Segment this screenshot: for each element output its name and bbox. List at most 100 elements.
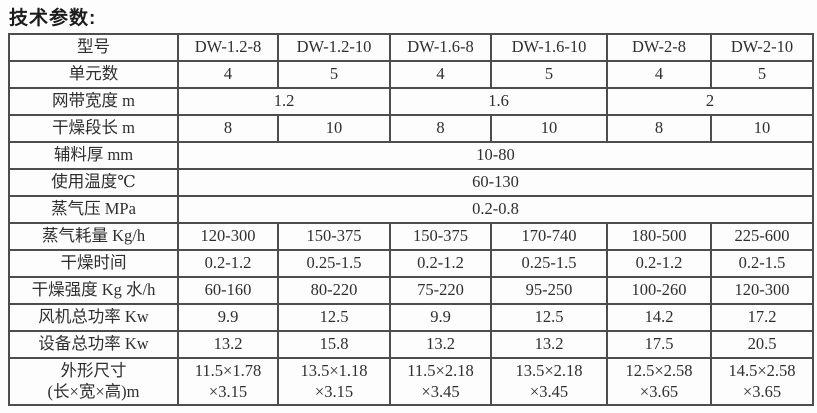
table-cell: 17.5 (606, 330, 712, 359)
table-cell: 4 (177, 60, 279, 89)
row-steam-pressure: 蒸气压 MPa 0.2-0.8 (8, 195, 814, 224)
dimension-line: ×3.15 (314, 381, 354, 401)
table-cell: 11.5×2.18 ×3.45 (389, 357, 492, 406)
dimension-line: 11.5×1.78 (194, 360, 262, 380)
table-cell: 12.5 (277, 303, 391, 332)
table-cell: 5 (277, 60, 391, 89)
dimension-line: 13.5×2.18 (515, 360, 583, 380)
row-label: 设备总功率 Kw (8, 330, 179, 359)
row-label: 网带宽度 m (8, 87, 179, 116)
table-cell: 225-600 (710, 222, 814, 251)
table-cell: 80-220 (277, 276, 391, 305)
table-cell: 15.8 (277, 330, 391, 359)
table-cell: 0.2-1.2 (606, 249, 712, 278)
table-cell: 14.2 (606, 303, 712, 332)
row-equipment-total-power: 设备总功率 Kw 13.2 15.8 13.2 13.2 17.5 20.5 (8, 330, 814, 359)
table-cell: 120-300 (710, 276, 814, 305)
table-cell: 0.25-1.5 (490, 249, 608, 278)
row-label: 风机总功率 Kw (8, 303, 179, 332)
table-cell: 120-300 (177, 222, 279, 251)
row-dimensions: 外形尺寸 (长×宽×高)m 11.5×1.78 ×3.15 13.5×1.18 … (8, 357, 814, 406)
page-title: 技术参数: (9, 8, 97, 29)
table-cell: 0.25-1.5 (277, 249, 391, 278)
column-header: DW-1.6-8 (389, 33, 492, 62)
dimension-line: ×3.45 (421, 381, 460, 401)
column-header: DW-1.6-10 (490, 33, 608, 62)
table-cell: 11.5×1.78 ×3.15 (177, 357, 279, 406)
table-cell: 9.9 (177, 303, 279, 332)
row-steam-consumption: 蒸气耗量 Kg/h 120-300 150-375 150-375 170-74… (8, 222, 814, 251)
table-cell: 170-740 (490, 222, 608, 251)
row-label: 干燥时间 (8, 249, 179, 278)
dimension-line: ×3.65 (742, 381, 782, 401)
row-drying-time: 干燥时间 0.2-1.2 0.25-1.5 0.2-1.2 0.25-1.5 0… (8, 249, 814, 278)
table-cell: 10 (277, 114, 391, 143)
dimension-line: ×3.65 (639, 381, 679, 401)
row-label-line: (长×宽×高)m (47, 381, 140, 401)
row-operating-temperature: 使用温度℃ 60-130 (8, 168, 814, 197)
table-cell: 13.5×1.18 ×3.15 (277, 357, 391, 406)
table-cell: 95-250 (490, 276, 608, 305)
row-drying-section-length: 干燥段长 m 8 10 8 10 8 10 (8, 114, 814, 143)
header-row: 型号 DW-1.2-8 DW-1.2-10 DW-1.6-8 DW-1.6-10… (8, 33, 814, 62)
table-cell: 8 (177, 114, 279, 143)
table-cell: 180-500 (606, 222, 712, 251)
table-cell: 14.5×2.58 ×3.65 (710, 357, 814, 406)
table-cell: 5 (490, 60, 608, 89)
row-label: 单元数 (8, 60, 179, 89)
row-fan-total-power: 风机总功率 Kw 9.9 12.5 9.9 12.5 14.2 17.2 (8, 303, 814, 332)
row-drying-intensity: 干燥强度 Kg 水/h 60-160 80-220 75-220 95-250 … (8, 276, 814, 305)
spec-table: 型号 DW-1.2-8 DW-1.2-10 DW-1.6-8 DW-1.6-10… (8, 33, 814, 406)
row-label: 辅料厚 mm (8, 141, 179, 170)
table-cell: 0.2-1.5 (710, 249, 814, 278)
row-unit-count: 单元数 4 5 4 5 4 5 (8, 60, 814, 89)
table-cell: 13.2 (389, 330, 492, 359)
dimension-line: ×3.45 (529, 381, 569, 401)
column-header: DW-1.2-10 (277, 33, 391, 62)
table-cell: 150-375 (277, 222, 391, 251)
table-cell: 0.2-1.2 (389, 249, 492, 278)
table-cell: 100-260 (606, 276, 712, 305)
table-cell: 5 (710, 60, 814, 89)
table-cell: 4 (606, 60, 712, 89)
table-cell: 150-375 (389, 222, 492, 251)
table-cell: 13.2 (490, 330, 608, 359)
column-header: DW-1.2-8 (177, 33, 279, 62)
table-cell: 1.2 (177, 87, 391, 116)
table-cell: 13.5×2.18 ×3.45 (490, 357, 608, 406)
row-label: 使用温度℃ (8, 168, 179, 197)
dimension-line: 13.5×1.18 (300, 360, 368, 380)
row-label: 蒸气耗量 Kg/h (8, 222, 179, 251)
dimension-line: ×3.15 (208, 381, 248, 401)
dimension-line: 14.5×2.58 (728, 360, 796, 380)
table-cell: 1.6 (389, 87, 608, 116)
table-cell: 12.5 (490, 303, 608, 332)
table-cell: 8 (606, 114, 712, 143)
column-header: DW-2-10 (710, 33, 814, 62)
column-header: DW-2-8 (606, 33, 712, 62)
dimension-line: 12.5×2.58 (625, 360, 693, 380)
table-cell: 10 (490, 114, 608, 143)
table-cell: 75-220 (389, 276, 492, 305)
table-cell: 17.2 (710, 303, 814, 332)
row-label: 干燥段长 m (8, 114, 179, 143)
table-cell: 10 (710, 114, 814, 143)
table-cell: 60-130 (177, 168, 814, 197)
table-cell: 10-80 (177, 141, 814, 170)
table-cell: 12.5×2.58 ×3.65 (606, 357, 712, 406)
row-label-line: 外形尺寸 (60, 360, 127, 380)
row-belt-width: 网带宽度 m 1.2 1.6 2 (8, 87, 814, 116)
table-cell: 0.2-0.8 (177, 195, 814, 224)
table-cell: 2 (606, 87, 814, 116)
row-material-thickness: 辅料厚 mm 10-80 (8, 141, 814, 170)
table-cell: 0.2-1.2 (177, 249, 279, 278)
row-label: 蒸气压 MPa (8, 195, 179, 224)
table-cell: 13.2 (177, 330, 279, 359)
row-label: 干燥强度 Kg 水/h (8, 276, 179, 305)
column-header-model: 型号 (8, 33, 179, 62)
table-cell: 20.5 (710, 330, 814, 359)
dimension-line: 11.5×2.18 (407, 360, 474, 380)
table-cell: 8 (389, 114, 492, 143)
table-cell: 60-160 (177, 276, 279, 305)
